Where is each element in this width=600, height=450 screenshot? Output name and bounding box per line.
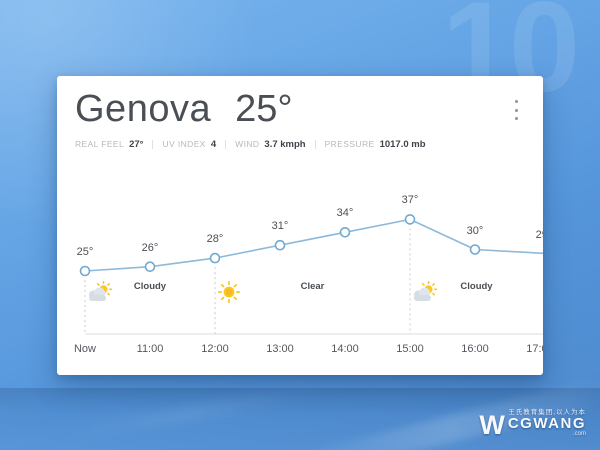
temperature-line xyxy=(84,218,543,272)
stat-separator xyxy=(314,140,316,149)
temperature-chart-svg xyxy=(79,214,543,335)
stat-separator xyxy=(152,140,154,149)
current-temperature: 25° xyxy=(235,88,293,130)
forecast-segment-3: Cloudy xyxy=(410,281,543,323)
segment-condition-label: Clear xyxy=(300,281,325,292)
brand-tagline: 王氏教育集团,以人为本 xyxy=(508,409,586,417)
stat-separator xyxy=(225,140,227,149)
data-point xyxy=(469,244,481,255)
data-point xyxy=(79,265,91,277)
forecast-segment-2: Clear xyxy=(215,281,410,323)
stat-value: 4 xyxy=(210,139,217,150)
background-bottom-band xyxy=(0,388,600,450)
temp-label: 25° xyxy=(76,246,94,258)
clear-icon xyxy=(217,281,241,303)
stat-label: REAL FEEL xyxy=(75,139,125,149)
time-label: 13:00 xyxy=(266,343,294,355)
weather-card: Genova 25° REAL FEEL 27° UV INDEX 4 WIND… xyxy=(57,76,543,375)
time-label: 15:00 xyxy=(396,343,424,355)
brand-domain: .com xyxy=(572,431,586,437)
temp-label: 30° xyxy=(466,224,484,237)
data-point xyxy=(144,261,156,272)
stat-value: 1017.0 mb xyxy=(379,139,426,150)
stat-value: 3.7 kmph xyxy=(264,139,306,150)
time-label: 11:00 xyxy=(136,343,164,355)
temp-label: 26° xyxy=(141,241,159,254)
time-label: Now xyxy=(73,343,97,355)
temp-label: 28° xyxy=(206,233,224,246)
stat-real-feel: REAL FEEL 27° xyxy=(75,139,143,150)
temperature-chart: 25° 26° 28° 31° 34° 37° 30° 29° Now 11:00 12:00 13:… xyxy=(57,76,543,375)
cloudy-icon xyxy=(88,281,113,301)
data-point xyxy=(274,239,286,251)
card-header: Genova 25° xyxy=(75,88,293,131)
brand-logo-w-icon: W xyxy=(479,410,505,441)
stat-pressure: PRESSURE 1017.0 mb xyxy=(325,139,426,150)
time-label: 14:00 xyxy=(331,343,359,355)
temp-label: 34° xyxy=(336,207,354,220)
stat-value: 27° xyxy=(129,139,144,150)
temp-label: 37° xyxy=(401,194,419,207)
stat-uv-index: UV INDEX 4 xyxy=(162,139,216,150)
time-label: 17:00 xyxy=(526,343,543,355)
stat-label: PRESSURE xyxy=(324,139,375,149)
stat-label: UV INDEX xyxy=(162,139,206,149)
kebab-menu-icon[interactable] xyxy=(509,100,523,120)
segment-condition-label: Cloudy xyxy=(133,281,167,292)
stat-wind: WIND 3.7 kmph xyxy=(235,139,305,150)
stat-label: WIND xyxy=(235,139,260,149)
forecast-segment-1: Cloudy xyxy=(85,281,215,323)
temp-label: 31° xyxy=(271,220,289,233)
brand-watermark: W 王氏教育集团,以人为本 CGWANG .com xyxy=(479,406,586,441)
segment-condition-label: Cloudy xyxy=(460,281,493,292)
data-point xyxy=(339,227,351,238)
stats-row: REAL FEEL 27° UV INDEX 4 WIND 3.7 kmph P… xyxy=(75,139,426,150)
brand-name: CGWANG xyxy=(507,415,586,433)
data-point xyxy=(209,252,221,264)
temp-label: 29° xyxy=(535,228,543,241)
cloudy-icon xyxy=(413,281,438,301)
time-label: 16:00 xyxy=(461,343,489,355)
data-point xyxy=(404,214,416,225)
time-label: 12:00 xyxy=(201,343,229,355)
city-name: Genova xyxy=(75,88,212,130)
